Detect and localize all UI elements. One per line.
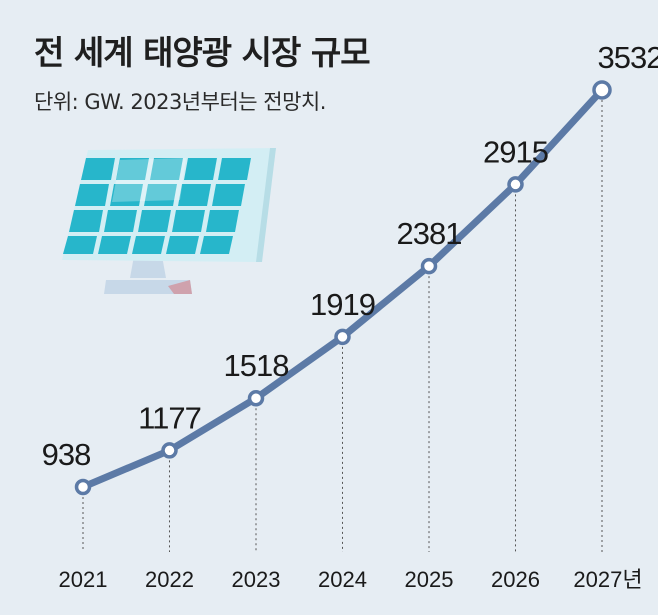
x-tick-label: 2022 xyxy=(145,567,194,592)
data-label: 938 xyxy=(42,437,91,472)
data-label: 1177 xyxy=(138,400,201,435)
data-point xyxy=(507,176,524,193)
data-point xyxy=(247,389,265,407)
data-point xyxy=(161,442,178,459)
data-label: 2915 xyxy=(483,134,548,169)
data-label: 3532 xyxy=(598,40,658,75)
data-point xyxy=(420,257,438,275)
data-point xyxy=(74,478,92,496)
data-point xyxy=(592,80,612,100)
data-label: 1919 xyxy=(310,287,375,322)
x-tick-label: 2026 xyxy=(491,567,540,592)
data-point xyxy=(334,328,351,346)
x-tick-label: 2021 xyxy=(59,567,108,592)
data-label: 2381 xyxy=(397,216,462,251)
data-label: 1518 xyxy=(224,348,289,383)
x-tick-label: 2023 xyxy=(232,567,281,592)
x-tick-label: 2027년 xyxy=(573,567,642,592)
x-tick-label: 2025 xyxy=(405,567,454,592)
x-tick-label: 2024 xyxy=(318,567,367,592)
chart-subtitle: 단위: GW. 2023년부터는 전망치. xyxy=(34,90,326,114)
chart-title: 전 세계 태양광 시장 규모 xyxy=(34,33,371,72)
solar-panel-icon xyxy=(62,148,276,294)
